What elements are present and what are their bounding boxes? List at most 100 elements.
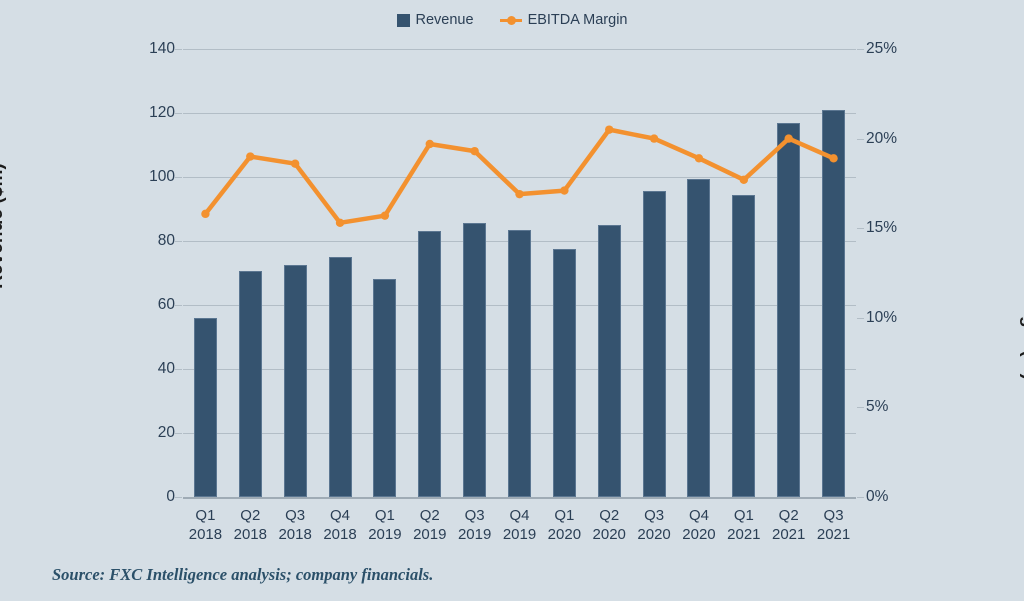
x-axis-tick-label-line: Q1 [195,507,216,524]
x-axis-tick-label-line: Q2 [778,507,799,524]
axis-baseline [183,497,856,499]
bar-revenue[interactable] [193,317,217,497]
ebitda-margin-marker[interactable]: Q4 2020: 18.9% [694,154,704,163]
x-axis-tick-label-line: 2018 [233,526,267,543]
x-axis-tick-label-line: Q3 [644,507,665,524]
right-axis-labels: 0% 5% 10% 15% 20% 25% [866,40,928,505]
ebitda-margin-marker[interactable]: Q1 2021: 17.7% [739,175,749,185]
x-axis-tick-label: Q1 2020 [536,506,592,544]
x-axis-tick-label-line: Q1 [733,507,754,524]
ebitda-margin-marker[interactable]: Q2 2019: 19.7% [425,139,434,149]
gridline [183,177,856,178]
ebitda-margin-marker[interactable]: Q1 2018: 15.8% [201,209,210,219]
bar-revenue[interactable] [463,223,487,497]
right-axis-tick [857,407,864,409]
ebitda-margin-line [203,127,836,226]
bar-revenue[interactable] [373,279,397,497]
bar-revenue[interactable] [597,225,621,497]
x-axis-tick-label: Q1 2019 [357,506,413,544]
legend-item-ebitda-margin[interactable]: EBITDA Margin [499,12,628,28]
ebitda-margin-marker[interactable]: Q3 2020: 20% [649,134,659,143]
x-axis-tick-label-line: Q4 [330,507,351,524]
x-axis-labels: Q1 2018 Q2 2018 Q3 2018 Q4 2018 Q1 2019 Q2 2019 Q3 20… [183,506,856,552]
right-axis-tick [857,49,864,50]
x-axis-tick-label-line: Q3 [464,507,485,524]
x-axis-tick-label: Q3 2019 [447,506,503,544]
bar-revenue[interactable] [552,249,576,497]
left-axis-tick [175,241,182,242]
ebitda-margin-marker[interactable]: Q4 2019: 16.9% [515,189,524,199]
bar-revenue[interactable] [732,194,756,497]
left-axis-tick [175,433,182,434]
bar-series-revenue [183,49,856,497]
x-axis-tick-label-line: 2021 [727,526,761,543]
left-axis-tick-label: 20 [157,424,175,441]
x-axis-tick-label: Q4 2019 [492,506,548,544]
chart-legend: Revenue EBITDA Margin [0,12,1024,28]
ebitda-margin-marker[interactable]: Q3 2019: 19.3% [470,146,479,156]
x-axis-tick-label-line: Q2 [240,507,261,524]
left-axis-tick [175,497,182,498]
ebitda-margin-marker[interactable]: Q4 2018: 15.3% [335,218,345,228]
right-axis-tick-label: 5% [866,398,889,416]
right-axis-tick-label: 25% [866,40,898,57]
ebitda-margin-marker[interactable]: Q3 2018: 18.6% [290,159,300,168]
legend-item-revenue[interactable]: Revenue [396,12,474,28]
legend-label-ebitda-margin: EBITDA Margin [527,12,628,28]
left-axis-tick [175,113,182,114]
bar-revenue[interactable] [687,178,711,497]
left-axis-title: Revenue ($m) [0,163,7,289]
left-axis-tick-label: 120 [149,104,175,121]
left-axis-tick-label: 60 [157,296,175,313]
right-axis-tick [857,138,864,140]
right-axis-tick-label: 10% [866,308,898,326]
x-axis-tick-label-line: 2018 [188,526,223,543]
bar-revenue[interactable] [642,191,666,497]
x-axis-tick-label: Q2 2019 [402,506,458,544]
ebitda-margin-marker[interactable]: Q2 2021: 20% [784,134,793,143]
ebitda-margin-marker[interactable]: Q1 2020: 17.1% [560,186,569,195]
x-axis-tick-label-line: Q1 [554,507,575,524]
right-axis-tick-label: 20% [866,129,898,147]
x-axis-tick-label-line: Q4 [509,507,530,524]
ebitda-margin-marker[interactable]: Q1 2019: 15.7% [380,211,390,220]
x-axis-tick-label-line: 2021 [816,526,851,543]
right-axis-tick-label: 0% [866,488,889,505]
left-axis-labels: 0 20 40 60 80 100 120 140 [113,40,175,505]
left-axis-tick [175,369,182,370]
left-axis-tick-label: 140 [149,40,175,57]
bar-revenue[interactable] [283,265,307,497]
gridline [183,49,856,50]
x-axis-tick-label-line: 2020 [592,526,626,543]
x-axis-tick-label: Q2 2018 [222,506,278,544]
left-axis-tick-label: 40 [157,360,175,377]
x-axis-tick-label-line: Q1 [374,507,395,524]
bar-revenue[interactable] [777,122,801,497]
ebitda-margin-marker[interactable]: Q2 2020: 20.5% [605,125,614,134]
x-axis-tick-label-line: Q2 [419,507,440,524]
ebitda-margin-marker[interactable]: Q2 2018: 19% [246,152,255,161]
x-axis-tick-label-line: 2018 [278,526,312,543]
x-axis-tick-label-line: Q2 [599,507,620,524]
bar-revenue[interactable] [418,231,442,497]
x-axis-tick-label-line: 2020 [637,526,671,543]
bar-revenue[interactable] [328,257,352,497]
x-axis-tick-label-line: Q3 [823,507,844,524]
x-axis-tick-label-line: 2020 [547,526,582,543]
bar-revenue[interactable] [822,109,846,497]
x-axis-tick-label: Q4 2020 [671,506,727,544]
left-axis-tick [175,305,182,306]
gridline [183,113,856,114]
right-axis-tick-label: 15% [866,219,898,237]
x-axis-tick-label: Q3 2018 [267,506,323,544]
left-axis-tick-label: 100 [149,168,175,185]
left-axis-tick [175,177,182,178]
source-note: Source: FXC Intelligence analysis; compa… [52,565,434,584]
x-axis-tick-label: Q2 2020 [581,506,637,544]
x-axis-tick-label: Q4 2018 [312,506,368,544]
bar-revenue[interactable] [238,271,262,497]
bar-revenue[interactable] [508,229,531,497]
ebitda-margin-marker[interactable]: Q3 2021: 18.9% [829,154,838,163]
square-swatch-icon [396,13,410,27]
